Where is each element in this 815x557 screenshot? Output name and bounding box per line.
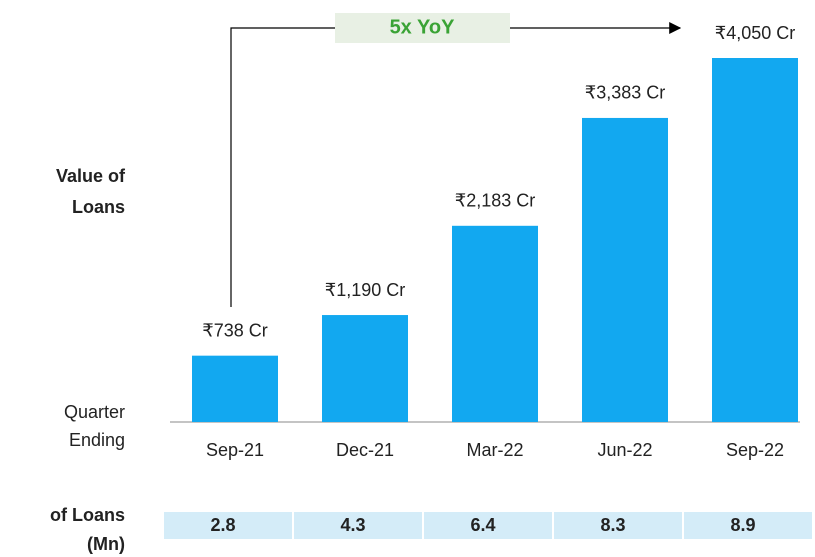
value-label: ₹4,050 Cr <box>715 23 796 43</box>
count-label: (Mn) <box>87 534 125 554</box>
annotation: 5x YoY <box>390 16 456 38</box>
value-label: ₹1,190 Cr <box>325 280 406 300</box>
annotation-line <box>230 27 335 307</box>
x-axis-label: Quarter <box>64 402 125 422</box>
annotation-box <box>335 13 510 43</box>
count-cell <box>294 512 422 539</box>
bar <box>452 225 538 422</box>
x-axis-label: Ending <box>69 430 125 450</box>
bar <box>322 315 408 422</box>
value-label: ₹2,183 Cr <box>455 191 536 211</box>
x-tick-label: Sep-22 <box>726 440 784 460</box>
x-tick-label: Sep-21 <box>206 440 264 460</box>
x-tick-label: Dec-21 <box>336 440 394 460</box>
x-tick-label: Mar-22 <box>466 440 523 460</box>
y-axis-label: Loans <box>72 197 125 217</box>
count-value: 4.3 <box>340 515 365 535</box>
count-cell <box>164 512 292 539</box>
count-label: of Loans <box>50 505 125 525</box>
count-value: 8.3 <box>600 515 625 535</box>
bar <box>192 355 278 422</box>
bar <box>582 117 668 422</box>
count-value: 8.9 <box>730 515 755 535</box>
count-cell <box>684 512 812 539</box>
count-value: 2.8 <box>210 515 235 535</box>
y-axis-label: Value of <box>56 166 126 186</box>
count-cell <box>554 512 682 539</box>
value-label: ₹3,383 Cr <box>585 83 666 103</box>
bar <box>712 58 798 422</box>
count-value: 6.4 <box>470 515 495 535</box>
x-tick-label: Jun-22 <box>597 440 652 460</box>
value-label: ₹738 Cr <box>202 320 267 340</box>
count-cell <box>424 512 552 539</box>
